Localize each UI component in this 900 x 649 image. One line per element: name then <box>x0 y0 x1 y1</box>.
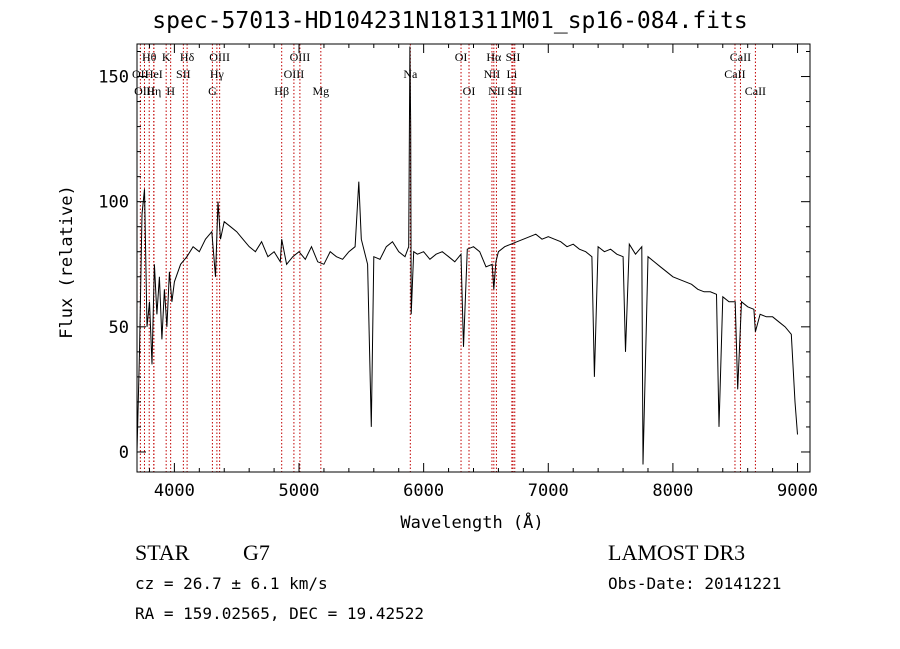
line-label: H <box>166 84 175 98</box>
plot-frame <box>136 43 811 473</box>
line-label: HeI <box>145 67 163 81</box>
x-axis-label: Wavelength (Å) <box>400 511 543 533</box>
line-label: OII <box>132 67 149 81</box>
spectrum-series <box>136 46 798 465</box>
line-label: OIII <box>134 84 155 98</box>
line-label: Hγ <box>210 67 225 81</box>
line-label: Hβ <box>274 84 289 98</box>
line-label: SII <box>176 67 191 81</box>
y-tick-label: 50 <box>109 318 129 338</box>
line-label: Hθ <box>142 50 157 64</box>
coordinates: RA = 159.02565, DEC = 19.42522 <box>135 604 424 623</box>
redshift-velocity: cz = 26.7 ± 6.1 km/s <box>135 574 328 593</box>
chart-title: spec-57013-HD104231N181311M01_sp16-084.f… <box>152 8 748 34</box>
y-tick-label: 100 <box>98 193 129 213</box>
line-label: CaII <box>730 50 751 64</box>
spectrum-line <box>136 46 798 465</box>
x-tick-label: 8000 <box>652 481 693 501</box>
line-label: Hδ <box>180 50 195 64</box>
x-tick-label: 6000 <box>403 481 444 501</box>
line-label: SII <box>506 50 521 64</box>
subclass: G7 <box>243 540 270 565</box>
x-tick-label: 4000 <box>154 481 195 501</box>
axis-ticks: 4000 5000 6000 7000 8000 9000 0 50 100 150 <box>98 44 818 501</box>
y-tick-label: 150 <box>98 68 129 88</box>
object-class: STAR <box>135 540 190 565</box>
line-label: Hη <box>146 84 161 98</box>
line-label: K <box>162 50 171 64</box>
line-label: OI <box>455 50 468 64</box>
line-label: OIII <box>284 67 305 81</box>
line-label: Li <box>507 67 518 81</box>
line-label: CaII <box>724 67 745 81</box>
line-label: Na <box>403 67 418 81</box>
line-label: Hα <box>486 50 502 64</box>
line-label: OIII <box>290 50 311 64</box>
x-tick-label: 7000 <box>528 481 569 501</box>
x-tick-label: 9000 <box>777 481 818 501</box>
observation-date: Obs-Date: 20141221 <box>608 574 782 593</box>
survey-name: LAMOST DR3 <box>608 540 746 565</box>
line-label: CaII <box>745 84 766 98</box>
emission-line-markers <box>139 44 756 472</box>
y-axis-label: Flux (relative) <box>57 185 77 339</box>
line-label: SII <box>507 84 522 98</box>
line-label: NII <box>484 67 501 81</box>
line-label: Mg <box>312 84 329 98</box>
line-label: OI <box>463 84 476 98</box>
line-label: NII <box>488 84 505 98</box>
line-label: G <box>208 84 217 98</box>
x-tick-label: 5000 <box>279 481 320 501</box>
line-label: OIII <box>209 50 230 64</box>
y-tick-label: 0 <box>119 443 129 463</box>
